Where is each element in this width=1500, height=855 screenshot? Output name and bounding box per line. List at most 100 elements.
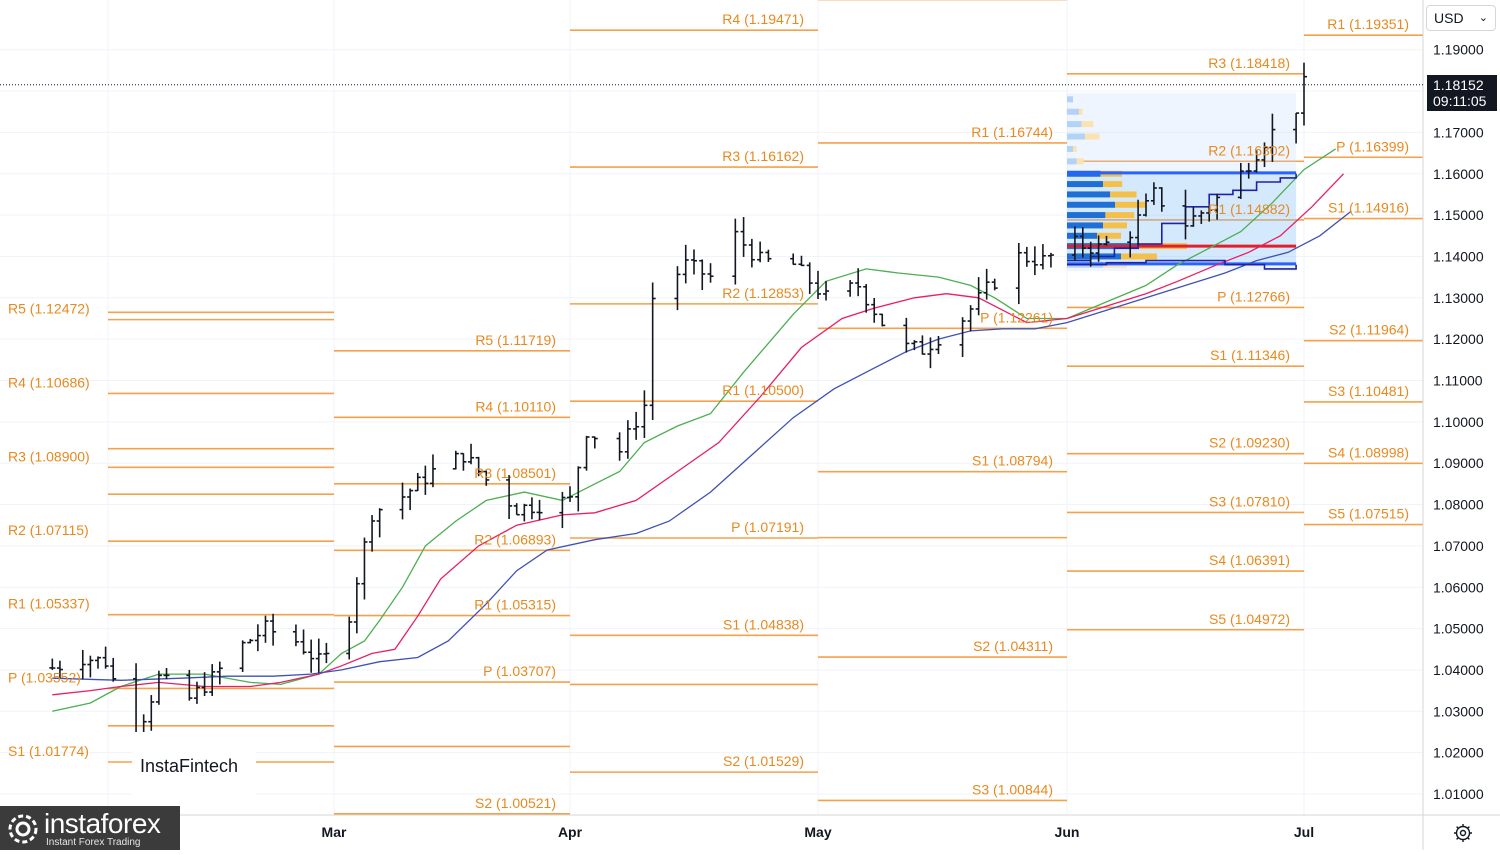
price-tick-label: 1.16000 [1433, 166, 1484, 182]
ohlc-bar [847, 280, 854, 297]
ohlc-bar [346, 616, 353, 660]
pivot-label: S3 (1.07810) [1209, 493, 1290, 509]
ohlc-bar [102, 646, 109, 669]
price-tick-label: 1.07000 [1433, 538, 1484, 554]
ohlc-bar [407, 488, 414, 511]
pivot-label: S3 (1.00844) [972, 781, 1053, 797]
volume-profile-bar [1067, 133, 1085, 140]
volume-profile-bar [1067, 108, 1079, 115]
ohlc-bar [201, 672, 208, 697]
moving-average-line [52, 148, 1336, 712]
ohlc-bar [87, 655, 94, 678]
currency-select[interactable]: USD ⌄ [1426, 5, 1496, 31]
ohlc-bar [1206, 205, 1213, 222]
ohlc-bar [216, 661, 223, 685]
ohlc-bar [193, 681, 200, 704]
ohlc-bar [536, 499, 543, 521]
ohlc-bar [399, 482, 406, 520]
instafintech-logo: InstaFintech [132, 732, 256, 796]
pivot-label: P (1.03707) [483, 663, 556, 679]
instafintech-logo-text: InstaFintech [140, 756, 239, 776]
price-tick-label: 1.08000 [1433, 497, 1484, 513]
ohlc-bar [475, 456, 482, 477]
ohlc-bar [247, 638, 254, 644]
pivot-label: S4 (1.08998) [1328, 444, 1409, 460]
ohlc-bar [483, 470, 490, 486]
pivot-label: R1 (1.19351) [1327, 16, 1409, 32]
ohlc-bar [975, 277, 982, 316]
pivot-label: R3 (1.16162) [722, 148, 804, 164]
pivot-label: R2 (1.07115) [8, 522, 89, 538]
ohlc-bar [863, 284, 870, 313]
ohlc-bar [323, 642, 330, 664]
pivot-label: R4 (1.10686) [8, 374, 90, 390]
instaforex-logo: instaforex Instant Forex Trading [0, 806, 180, 850]
ohlc-bar [1261, 142, 1268, 168]
ohlc-bar [414, 472, 421, 492]
pivot-label: R2 (1.12853) [722, 285, 804, 301]
pivot-label: R2 (1.16302) [1208, 142, 1290, 158]
pivot-label: R1 (1.16744) [971, 124, 1053, 140]
ohlc-bar [262, 615, 269, 643]
ohlc-bar [1047, 252, 1054, 268]
price-tick-label: 1.15000 [1433, 207, 1484, 223]
ohlc-bar [452, 450, 459, 470]
ohlc-bar [855, 268, 862, 297]
ohlc-bar [1198, 210, 1205, 224]
ohlc-bar [254, 624, 261, 652]
ohlc-bar [790, 253, 797, 266]
ohlc-bar [919, 335, 926, 355]
pivot-label: R1 (1.05315) [474, 597, 556, 613]
ohlc-bar [369, 515, 376, 552]
ohlc-bar [927, 337, 934, 369]
ohlc-bar [1269, 113, 1276, 162]
ohlc-bar [1150, 182, 1157, 205]
ohlc-bar [1245, 162, 1252, 179]
ohlc-bar [1158, 187, 1165, 212]
ohlc-bar [110, 658, 117, 682]
ohlc-bar [765, 249, 772, 263]
price-tick-label: 1.01000 [1433, 786, 1484, 802]
pivot-label: S2 (1.11964) [1329, 322, 1409, 338]
pivot-label: S1 (1.04838) [723, 616, 804, 632]
ohlc-bar [959, 317, 966, 357]
pivot-label: R3 (1.18418) [1208, 55, 1290, 71]
chevron-down-icon: ⌄ [1478, 12, 1488, 24]
pivot-label: S2 (1.00521) [475, 795, 556, 811]
price-tick-label: 1.03000 [1433, 703, 1484, 719]
ohlc-bar [815, 270, 821, 300]
ohlc-bar [1214, 193, 1221, 220]
pivot-label: P (1.12766) [1217, 288, 1290, 304]
ohlc-bar [871, 298, 878, 323]
ohlc-bar [583, 435, 590, 471]
pivot-label: S5 (1.07515) [1328, 506, 1409, 522]
pivot-label: S2 (1.09230) [1209, 435, 1290, 451]
ohlc-bar [1135, 199, 1142, 246]
ohlc-bar [1071, 226, 1078, 261]
ohlc-bar [1182, 189, 1189, 240]
instaforex-tagline: Instant Forex Trading [46, 837, 141, 848]
volume-profile-bar [1081, 121, 1094, 128]
volume-profile-bar [1067, 191, 1111, 198]
volume-profile-bar [1067, 181, 1103, 188]
ohlc-bar [56, 660, 63, 678]
ohlc-bar [506, 475, 513, 519]
settings-button[interactable] [1452, 822, 1474, 844]
pivot-label: S1 (1.01774) [8, 743, 89, 759]
ohlc-bar [983, 268, 990, 300]
ohlc-bar [1301, 62, 1307, 126]
pivot-labels: R5 (1.12472) R4 (1.10686) R3 (1.08900) R2 (… [8, 11, 1409, 811]
pivot-label: R5 (1.12472) [8, 301, 90, 317]
ohlc-bar [748, 238, 755, 268]
ohlc-bar [967, 305, 974, 332]
ohlc-bar [740, 217, 747, 257]
grid [0, 0, 1423, 815]
price-tick-label: 1.13000 [1433, 290, 1484, 306]
ohlc-bar [699, 259, 706, 291]
ohlc-bar [468, 443, 475, 465]
price-tick-label: 1.05000 [1433, 621, 1484, 637]
ohlc-bar [308, 639, 315, 673]
ohlc-bar [292, 624, 299, 647]
